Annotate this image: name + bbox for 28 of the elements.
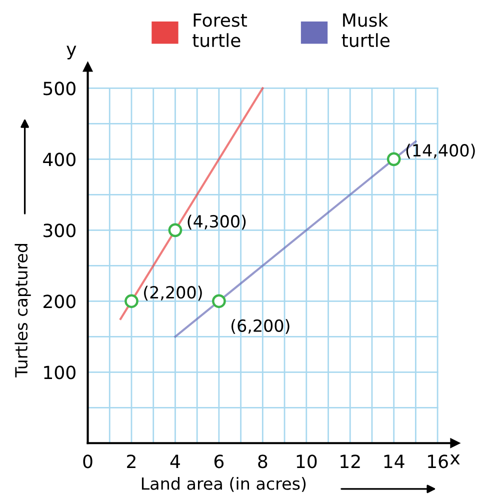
y-tick-label: 300 (44, 224, 76, 238)
x-tick-label: 12 (340, 454, 360, 468)
x-axis-title: Land area (in acres) (142, 477, 306, 492)
legend-label: Musk turtle (342, 12, 390, 48)
y-tick-label: 400 (43, 152, 76, 166)
point (168, 223, 182, 238)
text: y (66, 46, 76, 60)
x-tick-label: 16 (428, 454, 448, 468)
y-tick-label: 200 (44, 294, 76, 308)
annotation: (2,200) (144, 286, 202, 301)
y-tick-label: 100 (44, 366, 76, 380)
x-tick-label: 6 (214, 454, 224, 468)
point (212, 294, 226, 308)
point (124, 294, 138, 308)
x-tick-label: 8 (258, 454, 268, 468)
y-tick-label: 500 (44, 82, 76, 96)
x-tick-label: 14 (384, 454, 404, 468)
annotation: (4,300) (188, 214, 246, 230)
x-tick-label: 0 (83, 454, 92, 468)
annotation: (14,400) (406, 144, 475, 159)
legend-label: Forest turtle (192, 14, 248, 48)
x-tick-label: 10 (296, 454, 317, 468)
text: x (450, 454, 460, 464)
annotation: (6,200) (231, 319, 290, 334)
point (386, 152, 401, 166)
x-tick-label: 4 (170, 454, 180, 468)
x-tick-label: 2 (127, 454, 136, 468)
y-axis-title: Turtles captured (14, 244, 31, 378)
